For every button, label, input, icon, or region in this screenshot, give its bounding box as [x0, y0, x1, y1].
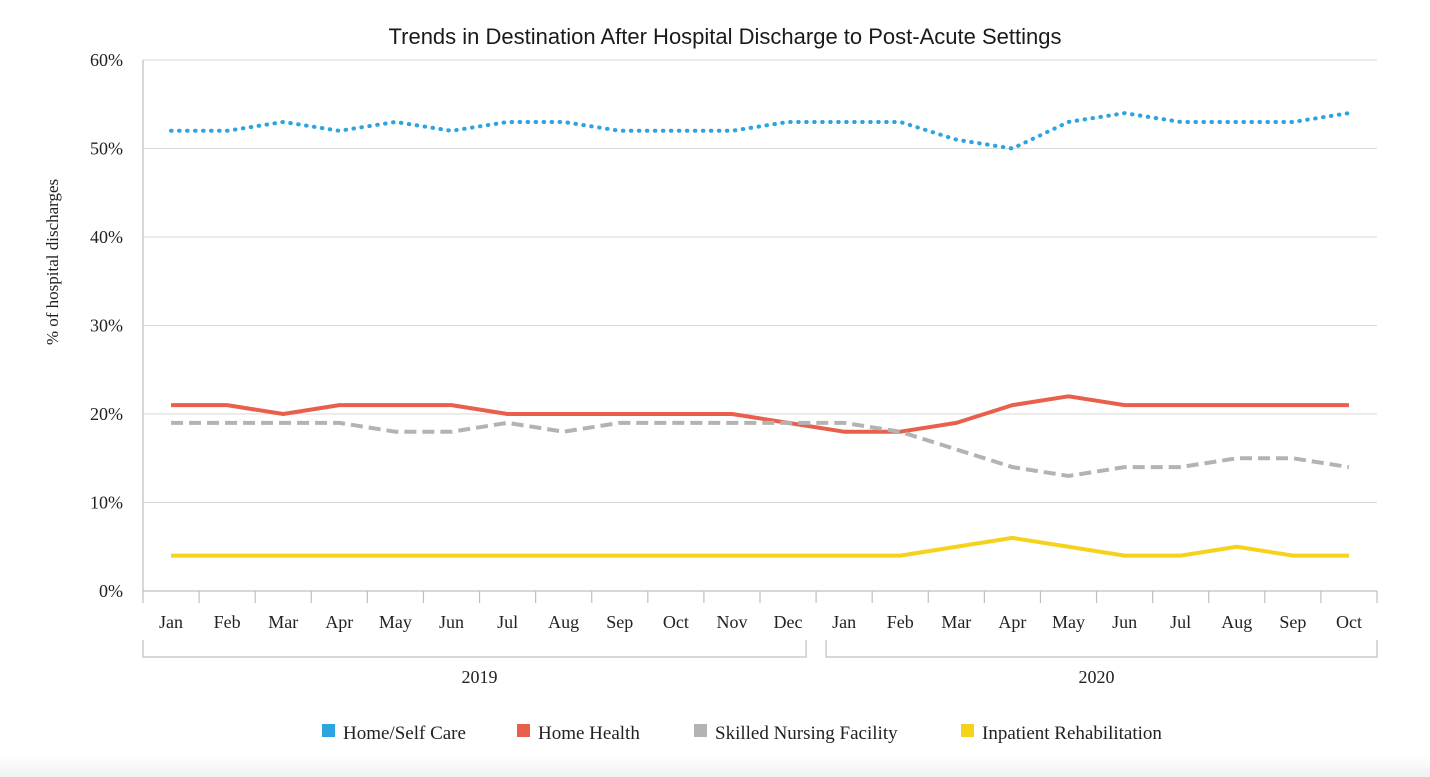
legend-swatch: [961, 724, 974, 737]
year-label: 2019: [462, 667, 498, 687]
x-tick-label: Jan: [159, 612, 183, 632]
x-tick-label: Mar: [941, 612, 971, 632]
legend-swatch: [322, 724, 335, 737]
year-bracket: [142, 640, 807, 658]
y-tick-label: 60%: [90, 50, 123, 70]
year-bracket: [825, 640, 1378, 658]
series-line-1: [171, 394, 1349, 434]
x-tick-label: Jan: [832, 612, 856, 632]
y-tick-label: 10%: [90, 493, 123, 513]
legend-swatch: [694, 724, 707, 737]
x-tick-label: Aug: [1221, 612, 1252, 632]
x-tick-label: Jul: [497, 612, 518, 632]
x-tick-label: Feb: [214, 612, 241, 632]
legend-swatch: [517, 724, 530, 737]
x-tick-label: Jun: [1112, 612, 1137, 632]
y-tick-label: 20%: [90, 404, 123, 424]
x-tick-label: Jun: [439, 612, 464, 632]
y-axis-label: % of hospital discharges: [43, 179, 62, 345]
legend-label: Home Health: [538, 723, 640, 744]
x-tick-label: Oct: [663, 612, 689, 632]
y-tick-label: 50%: [90, 139, 123, 159]
series-line-2: [171, 420, 1350, 478]
x-tick-label: May: [379, 612, 412, 632]
x-tick-label: Aug: [548, 612, 579, 632]
x-tick-label: Apr: [998, 612, 1026, 632]
x-tick-label: Feb: [887, 612, 914, 632]
y-tick-label: 30%: [90, 316, 123, 336]
year-label: 2020: [1079, 667, 1115, 687]
x-tick-label: Apr: [325, 612, 353, 632]
x-tick-label: Sep: [606, 612, 633, 632]
chart-title: Trends in Destination After Hospital Dis…: [389, 24, 1062, 49]
legend-label: Home/Self Care: [343, 723, 466, 744]
legend-label: Skilled Nursing Facility: [715, 723, 898, 744]
y-tick-label: 0%: [99, 581, 123, 601]
legend-label: Inpatient Rehabilitation: [982, 723, 1162, 744]
x-tick-label: May: [1052, 612, 1085, 632]
x-tick-label: Oct: [1336, 612, 1362, 632]
series-line-3: [171, 535, 1349, 558]
series-line-0: [169, 111, 1351, 151]
x-tick-label: Sep: [1279, 612, 1306, 632]
x-tick-label: Nov: [716, 612, 747, 632]
y-tick-label: 40%: [90, 227, 123, 247]
x-tick-label: Jul: [1170, 612, 1191, 632]
x-tick-label: Mar: [268, 612, 298, 632]
x-tick-label: Dec: [774, 612, 803, 632]
